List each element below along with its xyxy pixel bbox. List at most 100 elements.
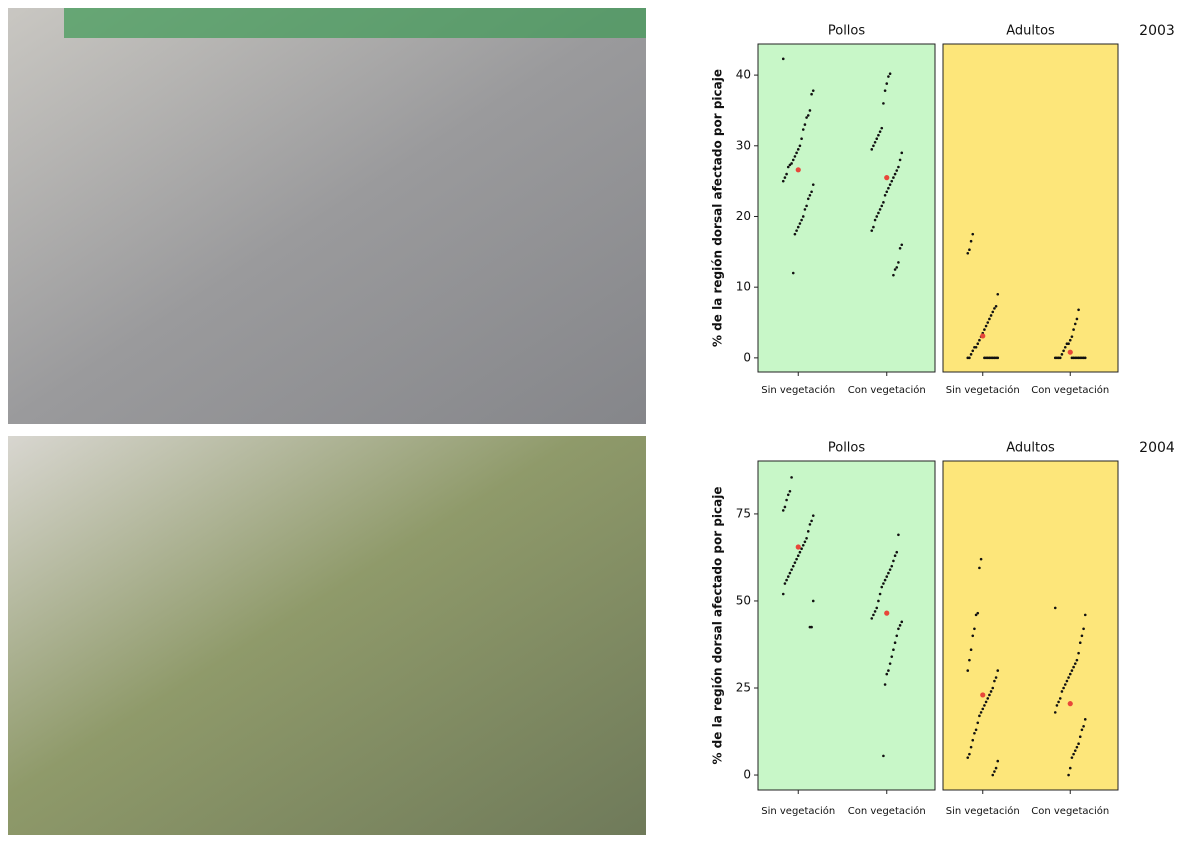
data-point [966,669,970,672]
data-point [808,523,812,526]
data-point [1060,353,1064,356]
panel-background [757,43,936,373]
data-point [892,176,895,179]
data-point [800,547,803,551]
mean-point [980,333,986,339]
data-point [971,349,975,353]
data-point [1075,658,1079,662]
data-point [875,606,879,610]
data-point [1067,676,1070,679]
data-point [973,731,976,735]
data-point [973,627,976,631]
data-point [974,613,978,617]
data-point [1075,317,1079,321]
data-point [893,172,897,176]
data-point [803,123,807,126]
data-point [801,543,805,547]
data-point [1053,711,1057,714]
year-label: 2004 [1139,440,1175,456]
data-point [796,148,800,151]
data-point [1080,728,1084,732]
data-point [1083,718,1087,721]
data-point [1060,690,1064,693]
data-point [805,116,808,119]
y-tick-label: 50 [736,593,751,607]
data-point [993,770,996,773]
data-point [1075,745,1079,749]
x-tick-label: Sin vegetación [761,805,835,817]
data-point [893,641,897,645]
data-point [895,634,899,638]
data-point [880,585,884,589]
data-point [877,133,880,137]
data-point [810,92,813,96]
data-point [1068,338,1072,342]
data-point [900,620,904,624]
data-point [873,218,877,222]
data-point [790,476,793,479]
data-point [888,662,892,665]
data-point [781,509,785,512]
data-point [883,193,887,197]
data-point [898,158,902,162]
y-tick-label: 25 [736,680,751,694]
data-point [1062,349,1065,353]
data-point [1063,345,1067,349]
data-point [892,273,895,277]
data-point [969,239,973,243]
data-point [890,564,894,568]
data-point [897,261,900,264]
data-point [890,179,894,183]
data-point [798,550,802,554]
data-point [788,163,792,167]
data-point [893,268,897,271]
data-point [801,128,805,131]
data-point [872,613,875,617]
photo-fence [64,8,646,38]
y-tick-label: 20 [736,209,751,223]
data-point [885,82,889,85]
data-point [968,752,971,756]
data-point [892,559,895,563]
y-axis-label: % de la región dorsal afectado por picaj… [711,486,725,764]
data-point [976,611,980,615]
data-point [966,756,970,759]
data-point [783,505,787,509]
data-point [900,243,904,247]
data-point [983,704,986,707]
data-point [969,648,973,651]
data-point [1055,704,1059,707]
data-point [968,658,971,662]
data-point [892,648,895,651]
data-point [803,208,807,211]
data-point [984,700,988,704]
data-point [1077,742,1080,745]
data-point [887,186,890,190]
data-point [781,57,785,61]
data-point [791,158,795,162]
data-point [803,540,807,544]
data-point [877,211,880,215]
data-point [1072,328,1075,331]
mean-point [1067,349,1073,355]
data-point [979,711,983,714]
data-point [991,310,995,314]
y-tick-label: 40 [736,68,751,82]
data-point [793,155,797,158]
data-point [1058,697,1062,700]
panel-title: Pollos [828,24,866,39]
x-tick-label: Sin vegetación [761,384,835,396]
data-point [887,571,890,575]
data-point [897,533,900,537]
x-tick-label: Sin vegetación [946,384,1020,396]
data-point [989,690,993,693]
data-point [897,627,900,631]
data-point [1053,606,1057,610]
data-point [880,204,884,208]
data-point [870,229,874,232]
data-point [895,550,899,554]
photo-2003 [8,8,646,424]
mean-point [884,175,890,181]
data-point [882,582,885,585]
data-point [988,693,991,697]
